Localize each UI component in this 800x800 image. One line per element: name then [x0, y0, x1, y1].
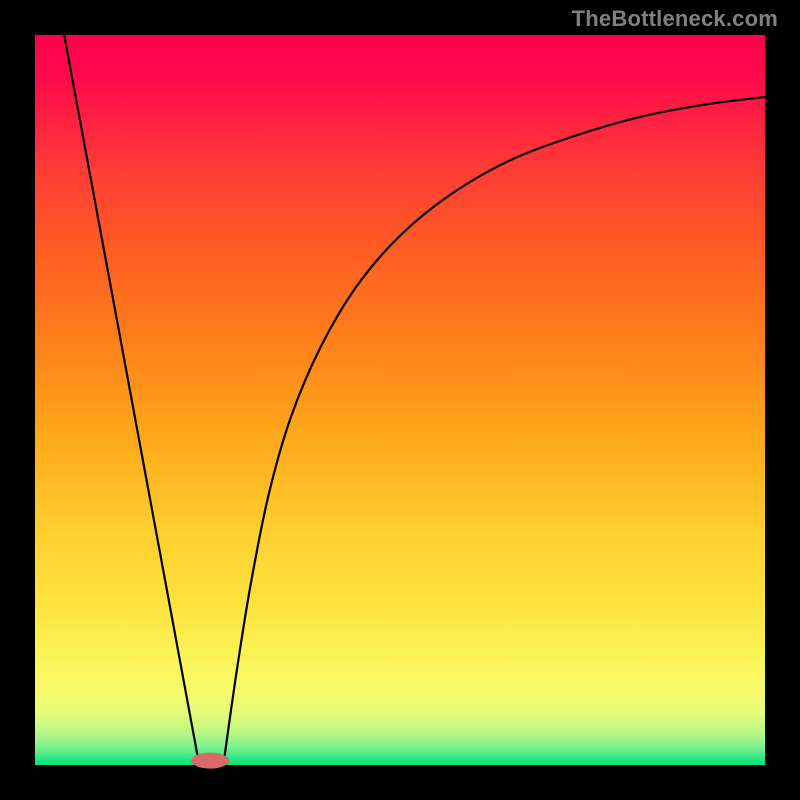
watermark-text: TheBottleneck.com — [572, 6, 778, 32]
plot-area — [35, 35, 765, 769]
bottleneck-marker — [191, 753, 229, 769]
chart-container: { "meta": { "watermark": "TheBottleneck.… — [0, 0, 800, 800]
bottleneck-chart — [0, 0, 800, 800]
gradient-background — [35, 35, 765, 765]
